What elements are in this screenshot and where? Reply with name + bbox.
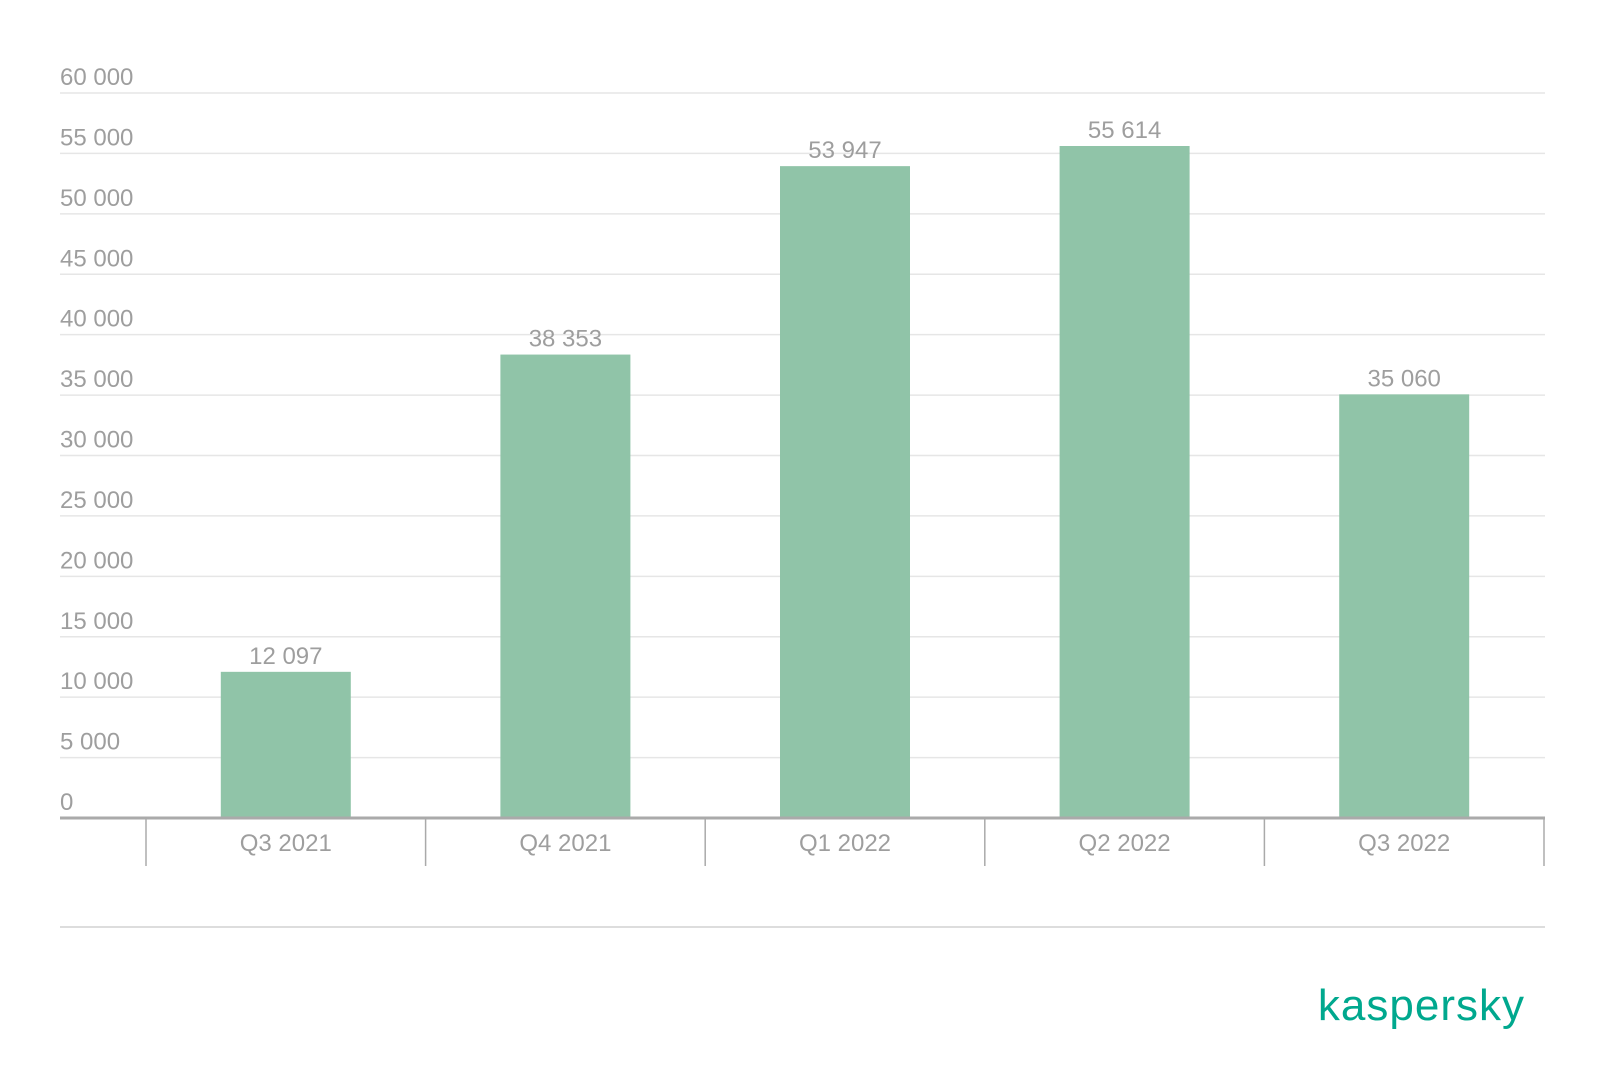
labels: 0 5 000 10 000 15 000 20 000 25 000 30 000 35 0… <box>60 64 1450 857</box>
y-tick-label: 55 000 <box>60 124 133 151</box>
kaspersky-logo: kaspersky <box>1317 981 1525 1030</box>
y-tick-label: 30 000 <box>60 427 133 454</box>
data-label: 35 060 <box>1367 365 1440 392</box>
y-tick-label: 5 000 <box>60 729 120 756</box>
bar <box>1059 145 1190 818</box>
y-tick-label: 25 000 <box>60 487 133 514</box>
bars <box>220 145 1470 819</box>
y-tick-label: 0 <box>60 789 73 816</box>
y-tick-label: 60 000 <box>60 64 133 91</box>
y-tick-label: 20 000 <box>60 547 133 574</box>
x-tick-label: Q1 2022 <box>799 830 891 857</box>
x-tick-label: Q3 2022 <box>1358 830 1450 857</box>
bar <box>1339 394 1470 818</box>
y-tick-label: 10 000 <box>60 668 133 695</box>
x-axis <box>60 816 1545 928</box>
x-tick-label: Q2 2022 <box>1079 830 1171 857</box>
data-label: 55 614 <box>1088 117 1161 144</box>
y-tick-label: 35 000 <box>60 366 133 393</box>
bar <box>500 354 631 818</box>
y-tick-label: 40 000 <box>60 306 133 333</box>
bar <box>220 671 351 818</box>
y-tick-label: 50 000 <box>60 185 133 212</box>
data-label: 12 097 <box>249 643 322 670</box>
y-tick-label: 45 000 <box>60 245 133 272</box>
y-tick-label: 15 000 <box>60 608 133 635</box>
bar <box>780 166 910 819</box>
x-tick-label: Q3 2021 <box>240 830 332 857</box>
x-tick-label: Q4 2021 <box>519 830 611 857</box>
data-label: 53 947 <box>808 137 881 164</box>
data-label: 38 353 <box>529 326 602 353</box>
